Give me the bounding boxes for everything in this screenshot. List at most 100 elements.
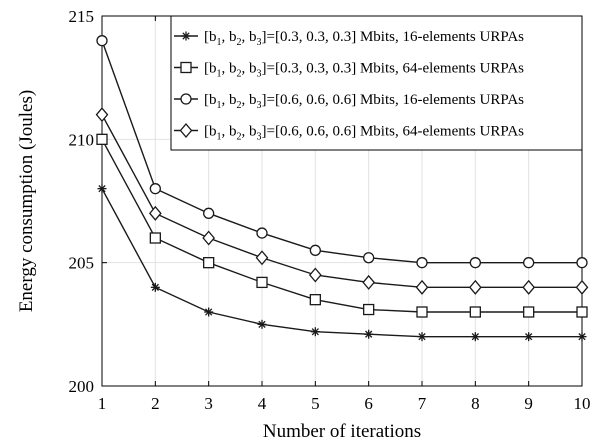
data-point: [364, 329, 374, 339]
data-point: [415, 279, 429, 295]
data-point: [203, 257, 215, 269]
legend-subscript: 3: [257, 132, 262, 143]
series-group: [95, 35, 589, 342]
legend-subscript: 3: [257, 69, 262, 80]
x-tick-label: 9: [524, 394, 533, 413]
legend-text-part: [b: [204, 124, 217, 140]
legend-marker: [181, 31, 191, 41]
y-tick-label: 200: [69, 377, 95, 396]
data-point: [523, 306, 535, 318]
data-point: [204, 307, 214, 317]
legend-text-part: ]=[0.6, 0.6, 0.6] Mbits, 64-elements URP…: [262, 124, 525, 140]
series-4: [95, 107, 589, 295]
data-point: [309, 294, 321, 306]
data-point: [470, 332, 480, 342]
legend-subscript: 1: [217, 100, 222, 111]
legend-subscript: 1: [217, 37, 222, 48]
data-point: [149, 183, 161, 195]
data-point: [523, 257, 535, 269]
x-tick-label: 6: [364, 394, 373, 413]
data-point: [256, 276, 268, 289]
series-3: [96, 35, 588, 269]
data-point: [95, 107, 109, 123]
legend: [b1, b2, b3]=[0.3, 0.3, 0.3] Mbits, 16-e…: [170, 15, 583, 151]
data-point: [469, 306, 481, 318]
data-point: [150, 282, 160, 292]
x-tick-label: 7: [418, 394, 427, 413]
legend-text-part: [b: [204, 61, 217, 77]
legend-text-part: [b: [204, 29, 217, 45]
legend-label: [b1, b2, b3]=[0.3, 0.3, 0.3] Mbits, 64-e…: [204, 61, 524, 80]
legend-text-part: ]=[0.3, 0.3, 0.3] Mbits, 16-elements URP…: [262, 29, 525, 45]
x-tick-label: 8: [471, 394, 480, 413]
legend-text-part: , b: [222, 92, 237, 108]
x-axis-label: Number of iterations: [263, 421, 421, 442]
data-point: [524, 332, 534, 342]
legend-marker: [180, 93, 192, 105]
legend-box: [170, 15, 583, 151]
x-tick-label: 3: [204, 394, 213, 413]
legend-subscript: 3: [257, 37, 262, 48]
x-tick-label: 5: [311, 394, 320, 413]
data-point: [96, 133, 108, 145]
legend-subscript: 1: [217, 69, 222, 80]
x-tick-label: 10: [574, 394, 591, 413]
series-line: [101, 139, 582, 313]
legend-text-part: , b: [222, 61, 237, 77]
y-axis-label: Energy consumption (Joules): [16, 90, 37, 312]
data-point: [417, 332, 427, 342]
legend-text-part: ]=[0.3, 0.3, 0.3] Mbits, 64-elements URP…: [262, 61, 525, 77]
data-point: [148, 205, 162, 221]
data-point: [362, 274, 376, 290]
x-tick-label: 2: [151, 394, 160, 413]
legend-label: [b1, b2, b3]=[0.6, 0.6, 0.6] Mbits, 64-e…: [204, 124, 524, 143]
y-tick-label: 205: [69, 254, 95, 273]
data-point: [309, 244, 321, 256]
legend-entry: [b1, b2, b3]=[0.6, 0.6, 0.6] Mbits, 64-e…: [174, 122, 524, 143]
data-point: [257, 319, 267, 329]
legend-text-part: , b: [242, 29, 257, 45]
legend-text-part: [b: [204, 92, 217, 108]
data-point: [468, 279, 482, 295]
legend-subscript: 2: [237, 132, 242, 143]
series-line: [101, 114, 582, 289]
data-point: [149, 232, 161, 244]
legend-text-part: , b: [222, 29, 237, 45]
series-line: [101, 188, 582, 338]
data-point: [203, 207, 215, 219]
data-point: [256, 227, 268, 239]
legend-subscript: 2: [237, 100, 242, 111]
data-point: [202, 230, 216, 246]
legend-entry: [b1, b2, b3]=[0.6, 0.6, 0.6] Mbits, 16-e…: [174, 92, 524, 111]
axis-ticks: 1 2 3 4 5 6 7 8 9 10 200 205 210 215: [69, 7, 591, 413]
legend-entry: [b1, b2, b3]=[0.3, 0.3, 0.3] Mbits, 16-e…: [174, 29, 524, 48]
legend-subscript: 2: [237, 69, 242, 80]
legend-subscript: 2: [237, 37, 242, 48]
data-point: [97, 184, 107, 194]
data-point: [416, 257, 428, 269]
data-point: [577, 332, 587, 342]
data-point: [255, 250, 269, 266]
series-1: [97, 184, 587, 342]
legend-subscript: 1: [217, 132, 222, 143]
legend-text-part: , b: [222, 124, 237, 140]
legend-text-part: , b: [242, 124, 257, 140]
series-2: [96, 133, 588, 318]
data-point: [416, 306, 428, 318]
data-point: [576, 306, 588, 318]
legend-label: [b1, b2, b3]=[0.3, 0.3, 0.3] Mbits, 16-e…: [204, 29, 524, 48]
data-point: [96, 35, 108, 47]
legend-subscript: 3: [257, 100, 262, 111]
legend-marker: [179, 122, 193, 139]
x-tick-label: 1: [98, 394, 107, 413]
series-line: [101, 40, 582, 264]
data-point: [310, 327, 320, 337]
legend-entry: [b1, b2, b3]=[0.3, 0.3, 0.3] Mbits, 64-e…: [174, 61, 524, 80]
legend-label: [b1, b2, b3]=[0.6, 0.6, 0.6] Mbits, 16-e…: [204, 92, 524, 111]
x-tick-label: 4: [258, 394, 267, 413]
legend-marker: [180, 61, 192, 74]
legend-text-part: , b: [242, 92, 257, 108]
y-tick-label: 210: [69, 130, 95, 149]
data-point: [363, 252, 375, 264]
